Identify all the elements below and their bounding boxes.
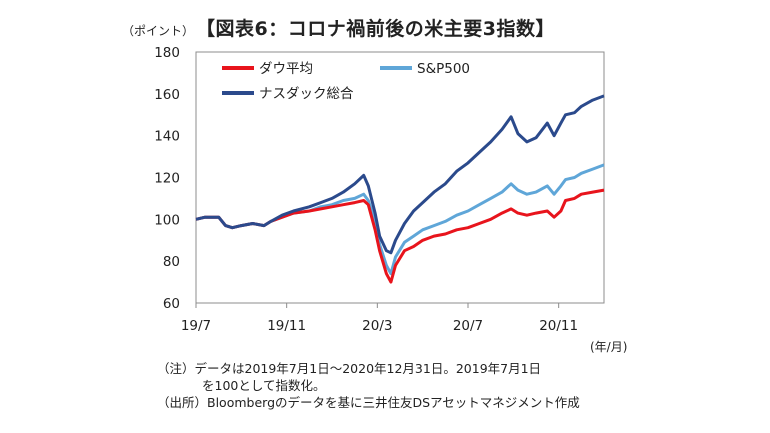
y-tick-label: 60 [163, 296, 180, 312]
x-tick-label: 20/3 [362, 318, 392, 334]
note-line-2: を100として指数化。 [202, 378, 326, 393]
chart-title: 【図表6：コロナ禍前後の米主要3指数】 [196, 18, 555, 40]
x-axis-unit-label: (年/月) [590, 340, 628, 354]
legend-label: S&P500 [417, 61, 470, 77]
x-tick-label: 20/7 [453, 318, 483, 334]
plot-frame [195, 51, 605, 304]
legend-label: ナスダック総合 [259, 86, 354, 102]
y-tick-label: 80 [163, 254, 180, 270]
x-tick-label: 20/11 [539, 318, 578, 334]
y-tick-label: 120 [154, 171, 180, 187]
y-tick-label: 140 [154, 129, 180, 145]
series-line [195, 188, 605, 284]
source-line: （出所）Bloombergのデータを基に三井住友DSアセットマネジメント作成 [157, 395, 580, 410]
legend-label: ダウ平均 [259, 61, 313, 77]
x-tick-label: 19/7 [181, 318, 211, 334]
y-tick-label: 160 [154, 87, 180, 103]
y-tick-label: 180 [154, 45, 180, 61]
footnotes: （注）データは2019年7月1日～2020年12月31日。2019年7月1日 を… [157, 360, 580, 411]
note-line-1: （注）データは2019年7月1日～2020年12月31日。2019年7月1日 [157, 361, 542, 376]
x-tick-label: 19/11 [267, 318, 306, 334]
y-tick-label: 100 [154, 212, 180, 228]
y-axis-unit-label: （ポイント） [122, 24, 195, 38]
series-line [195, 94, 605, 255]
